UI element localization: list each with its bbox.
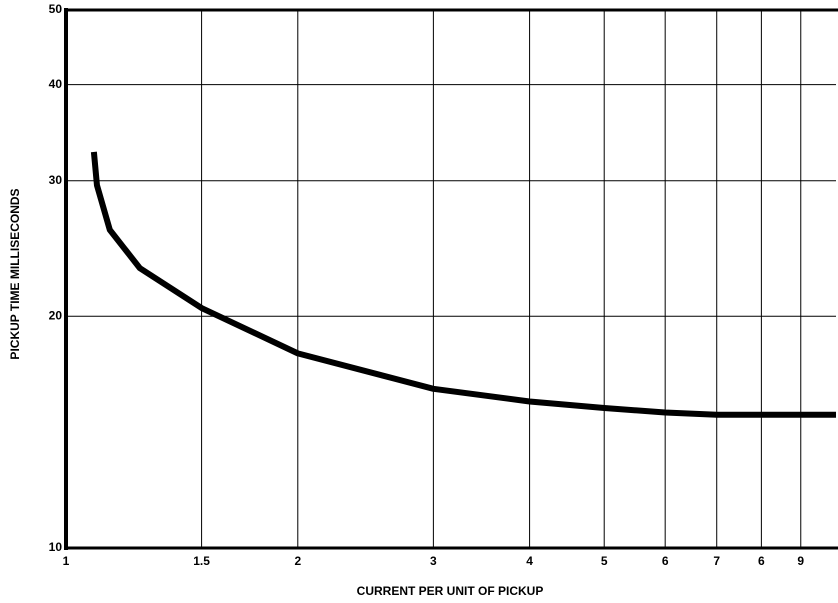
y-tick-label: 40 [49, 77, 63, 91]
x-tick-label: 9 [797, 554, 804, 568]
x-tick-label: 6 [758, 554, 765, 568]
x-tick-label: 2 [294, 554, 301, 568]
y-tick-label: 50 [49, 2, 63, 16]
y-tick-label: 10 [49, 540, 63, 554]
x-tick-label: 3 [430, 554, 437, 568]
x-tick-label: 7 [713, 554, 720, 568]
x-tick-label: 5 [601, 554, 608, 568]
curve [90, 151, 836, 418]
y-tick-label: 20 [49, 308, 63, 322]
y-tick-label: 30 [49, 173, 63, 187]
x-axis-label: CURRENT PER UNIT OF PICKUP [357, 584, 544, 598]
x-tick-label: 6 [662, 554, 669, 568]
y-axis-label: PICKUP TIME MILLISECONDS [8, 188, 22, 359]
x-tick-label: 4 [526, 554, 533, 568]
x-tick-label: 1 [63, 554, 70, 568]
x-tick-label: 1.5 [193, 554, 210, 568]
